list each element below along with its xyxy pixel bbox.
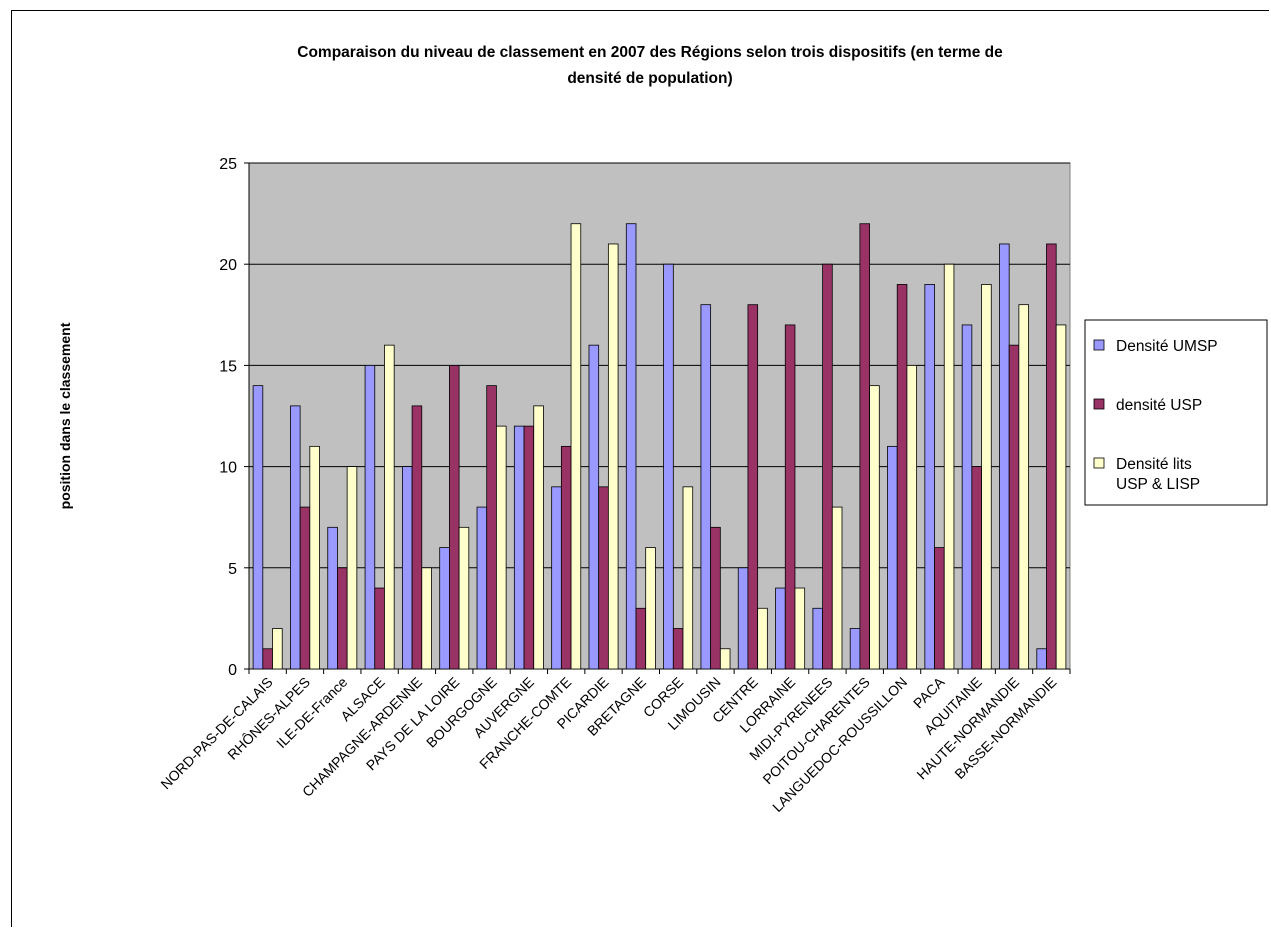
bar-2-7 <box>486 385 497 670</box>
bar-2-13 <box>710 526 721 670</box>
bar-1-10 <box>588 344 600 670</box>
bar-3-2 <box>309 445 320 670</box>
bar-3-9 <box>570 223 582 670</box>
bar-3-16 <box>831 506 843 670</box>
y-tick-label: 0 <box>228 662 237 679</box>
legend-swatch-3 <box>1093 457 1105 469</box>
legend-swatch-2 <box>1093 398 1105 410</box>
bar-2-5 <box>411 405 423 670</box>
bar-2-16 <box>822 263 833 670</box>
bar-2-3 <box>337 567 348 670</box>
bar-3-20 <box>981 284 992 670</box>
bar-3-22 <box>1055 324 1067 670</box>
bar-3-10 <box>607 243 619 670</box>
y-tick-label: 20 <box>219 257 237 274</box>
bar-3-1 <box>272 628 283 670</box>
bar-1-19 <box>924 284 935 670</box>
y-axis-label: position dans le classement <box>57 322 73 509</box>
y-tick-label: 10 <box>219 460 237 477</box>
bar-1-21 <box>999 243 1010 670</box>
bar-1-9 <box>551 486 562 670</box>
bar-1-4 <box>364 364 376 670</box>
bar-1-11 <box>625 223 637 670</box>
bar-1-16 <box>812 607 823 670</box>
bar-1-5 <box>401 466 413 670</box>
bar-3-12 <box>682 486 694 670</box>
bar-3-11 <box>645 547 656 670</box>
bar-3-13 <box>719 648 731 670</box>
bar-2-2 <box>299 506 311 670</box>
bar-2-21 <box>1008 344 1020 670</box>
y-tick-label: 5 <box>228 561 237 578</box>
bar-2-6 <box>448 364 460 670</box>
bar-3-19 <box>943 263 955 670</box>
bar-3-5 <box>421 567 432 670</box>
bar-1-8 <box>513 425 525 670</box>
bar-1-18 <box>887 445 898 670</box>
bar-1-20 <box>961 324 973 670</box>
bar-1-15 <box>775 587 786 670</box>
bar-2-12 <box>672 628 684 670</box>
bar-3-6 <box>458 526 470 670</box>
legend-box <box>1084 319 1268 506</box>
bar-1-12 <box>663 263 674 670</box>
legend-swatch-1 <box>1093 339 1105 351</box>
bar-3-14 <box>757 607 768 670</box>
bar-1-6 <box>439 547 450 670</box>
legend-label-3: Densité lits <box>1116 456 1192 473</box>
chart-title-line-2: densité de population) <box>567 70 733 87</box>
bar-2-15 <box>784 324 796 670</box>
bar-3-8 <box>533 405 544 670</box>
bar-1-3 <box>327 526 338 670</box>
bar-2-8 <box>523 425 535 670</box>
bar-3-15 <box>794 587 806 670</box>
bar-2-11 <box>635 607 647 670</box>
chart-title: Comparaison du niveau de classement en 2… <box>150 40 1150 92</box>
legend-label-2: densité USP <box>1116 397 1202 414</box>
y-tick-label: 15 <box>219 358 237 375</box>
bar-3-21 <box>1018 304 1029 670</box>
legend-label-1: Densité UMSP <box>1116 338 1218 355</box>
bar-1-22 <box>1036 648 1047 670</box>
legend: Densité UMSP densité USP Densité lits USP &… <box>1084 319 1268 506</box>
bar-3-4 <box>384 344 395 670</box>
bar-1-1 <box>252 385 264 670</box>
bar-2-1 <box>262 648 273 670</box>
bar-1-13 <box>700 304 712 670</box>
bar-2-18 <box>896 284 908 670</box>
bar-1-17 <box>849 628 861 670</box>
bar-2-22 <box>1046 243 1057 670</box>
bar-1-2 <box>290 405 301 670</box>
chart-frame <box>11 10 1269 927</box>
bar-3-3 <box>346 466 358 670</box>
bar-2-17 <box>859 223 871 670</box>
bar-1-7 <box>476 506 488 670</box>
bar-3-18 <box>906 364 918 670</box>
bar-2-4 <box>374 587 385 670</box>
bar-2-10 <box>598 486 609 670</box>
bar-1-14 <box>737 567 749 670</box>
bar-2-9 <box>560 445 572 670</box>
bar-2-14 <box>747 304 759 670</box>
bar-3-17 <box>869 385 880 670</box>
y-tick-label: 25 <box>219 156 237 173</box>
bar-2-19 <box>934 547 945 670</box>
bar-3-7 <box>496 425 507 670</box>
legend-label-3: USP & LISP <box>1116 476 1200 493</box>
bar-2-20 <box>971 466 982 670</box>
chart-title-line-1: Comparaison du niveau de classement en 2… <box>297 44 1003 61</box>
